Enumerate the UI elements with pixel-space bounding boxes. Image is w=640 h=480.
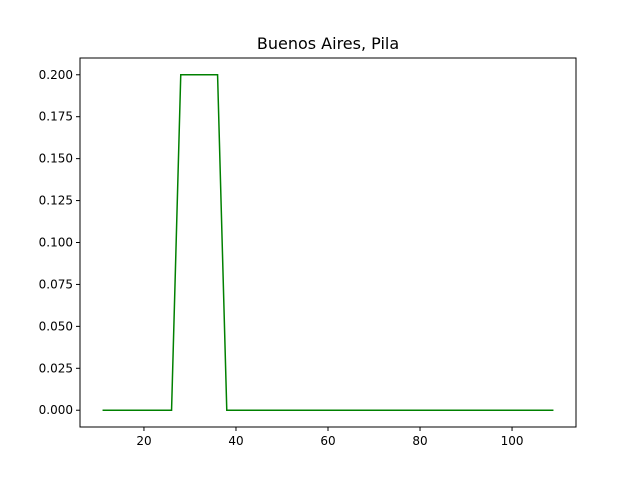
y-tick-label: 0.175 — [39, 110, 73, 124]
x-tick-label: 60 — [320, 434, 335, 448]
chart-title: Buenos Aires, Pila — [257, 34, 399, 53]
x-tick-label: 100 — [501, 434, 524, 448]
series-line-0 — [102, 74, 554, 411]
x-axis-ticks: 20 40 60 80 100 — [136, 427, 523, 448]
y-tick-label: 0.075 — [39, 277, 73, 291]
y-tick-label: 0.150 — [39, 152, 73, 166]
y-tick-label: 0.025 — [39, 361, 73, 375]
y-tick-label: 0.125 — [39, 194, 73, 208]
y-axis-ticks: 0.000 0.025 0.050 0.075 0.100 0.125 0.150 0.175… — [39, 68, 80, 417]
x-tick-label: 80 — [412, 434, 427, 448]
x-tick-label: 40 — [228, 434, 243, 448]
y-tick-label: 0.200 — [39, 68, 73, 82]
y-tick-label: 0.000 — [39, 403, 73, 417]
x-tick-label: 20 — [136, 434, 151, 448]
y-tick-label: 0.100 — [39, 236, 73, 250]
series-layer — [102, 74, 554, 411]
plot-frame — [79, 57, 577, 428]
y-tick-label: 0.050 — [39, 319, 73, 333]
